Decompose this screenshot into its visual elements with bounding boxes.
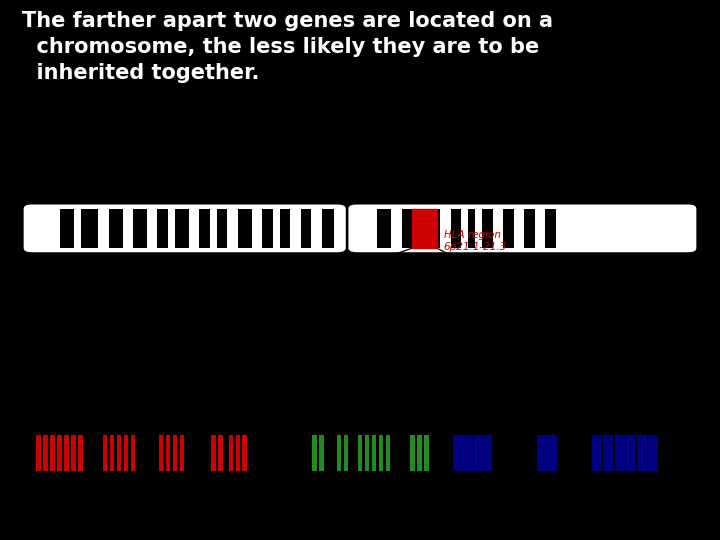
Bar — [536, 435, 546, 471]
Bar — [648, 435, 658, 471]
Bar — [78, 435, 83, 471]
Bar — [166, 435, 170, 471]
Text: DP: DP — [33, 409, 48, 420]
Bar — [377, 208, 392, 248]
Bar — [545, 208, 556, 248]
Bar — [301, 208, 311, 248]
Text: Tel: Tel — [675, 171, 688, 181]
Bar — [451, 208, 462, 248]
Text: F: F — [646, 409, 652, 420]
Bar — [417, 435, 422, 471]
Bar — [103, 435, 107, 471]
Bar — [238, 208, 252, 248]
Bar — [109, 435, 114, 471]
Bar — [158, 208, 168, 248]
Text: HLA region
6p21.1-21.3: HLA region 6p21.1-21.3 — [444, 231, 507, 252]
Text: Short arm: Short arm — [459, 171, 512, 181]
Bar — [322, 208, 334, 248]
Text: Tel: Tel — [32, 171, 45, 181]
Text: leukocyte antigen (HLA) region: leukocyte antigen (HLA) region — [201, 480, 459, 495]
Text: DR: DR — [224, 409, 239, 420]
Bar — [424, 435, 428, 471]
Text: E: E — [542, 409, 549, 420]
Text: DM: DM — [100, 409, 117, 420]
Bar — [379, 435, 383, 471]
Bar — [124, 435, 128, 471]
Text: Bf: Bf — [358, 378, 369, 388]
Bar — [158, 435, 163, 471]
Bar — [50, 435, 55, 471]
Bar — [37, 435, 41, 471]
Bar — [410, 435, 415, 471]
Bar — [463, 435, 473, 471]
Bar — [319, 435, 324, 471]
Text: Gene map of the human: Gene map of the human — [32, 480, 215, 495]
Bar — [503, 208, 513, 248]
Bar — [482, 208, 492, 248]
Text: A: A — [596, 409, 603, 420]
Bar — [343, 435, 348, 471]
Bar — [43, 435, 48, 471]
Text: TNF: TNF — [408, 409, 427, 420]
Text: DQ: DQ — [162, 409, 178, 420]
Bar — [133, 208, 147, 248]
Bar — [235, 435, 240, 471]
Bar — [402, 208, 413, 248]
Bar — [81, 208, 98, 248]
Bar — [217, 208, 228, 248]
Bar — [71, 435, 76, 471]
Bar — [218, 435, 222, 471]
Bar — [131, 435, 135, 471]
Bar — [413, 208, 437, 248]
Bar — [423, 208, 441, 248]
Text: C2: C2 — [335, 409, 349, 420]
Bar — [109, 208, 122, 248]
Bar — [372, 435, 377, 471]
Bar — [615, 435, 625, 471]
Text: Cen: Cen — [337, 171, 358, 181]
Text: C4: C4 — [311, 409, 325, 420]
Text: Long  arm: Long arm — [138, 171, 191, 181]
Bar — [524, 208, 534, 248]
Bar — [386, 435, 390, 471]
Bar — [637, 435, 647, 471]
Text: Expert Reviews in Molecular Medicine© 2003 Cambridge University Press: Expert Reviews in Molecular Medicine© 20… — [32, 507, 392, 517]
Text: The farther apart two genes are located on a
  chromosome, the less likely they : The farther apart two genes are located … — [22, 11, 553, 83]
Text: C: C — [480, 409, 487, 420]
Bar — [175, 208, 189, 248]
Bar — [228, 435, 233, 471]
Bar — [547, 435, 557, 471]
Bar — [243, 435, 247, 471]
Text: G: G — [620, 409, 628, 420]
Bar — [173, 435, 177, 471]
Bar — [58, 435, 62, 471]
Bar — [365, 435, 369, 471]
FancyBboxPatch shape — [22, 204, 347, 253]
Bar — [312, 435, 317, 471]
Bar — [279, 208, 290, 248]
Bar — [468, 208, 475, 248]
Bar — [60, 208, 73, 248]
Text: B: B — [458, 409, 465, 420]
Bar — [64, 435, 69, 471]
Bar — [117, 435, 122, 471]
Text: Class II: Class II — [137, 362, 179, 375]
Bar — [474, 435, 484, 471]
Bar — [482, 435, 492, 471]
Bar — [626, 435, 636, 471]
Bar — [603, 435, 613, 471]
Text: Class I: Class I — [561, 362, 599, 375]
Bar — [358, 435, 362, 471]
Bar — [179, 435, 184, 471]
Bar — [593, 435, 603, 471]
Bar — [337, 435, 341, 471]
Bar — [262, 208, 273, 248]
Bar — [211, 435, 215, 471]
FancyBboxPatch shape — [348, 204, 698, 253]
Bar — [199, 208, 210, 248]
Text: Class III: Class III — [355, 362, 400, 375]
Text: Hsp70: Hsp70 — [356, 409, 389, 420]
Text: Chromosome 6: Chromosome 6 — [32, 153, 116, 164]
Bar — [453, 435, 463, 471]
